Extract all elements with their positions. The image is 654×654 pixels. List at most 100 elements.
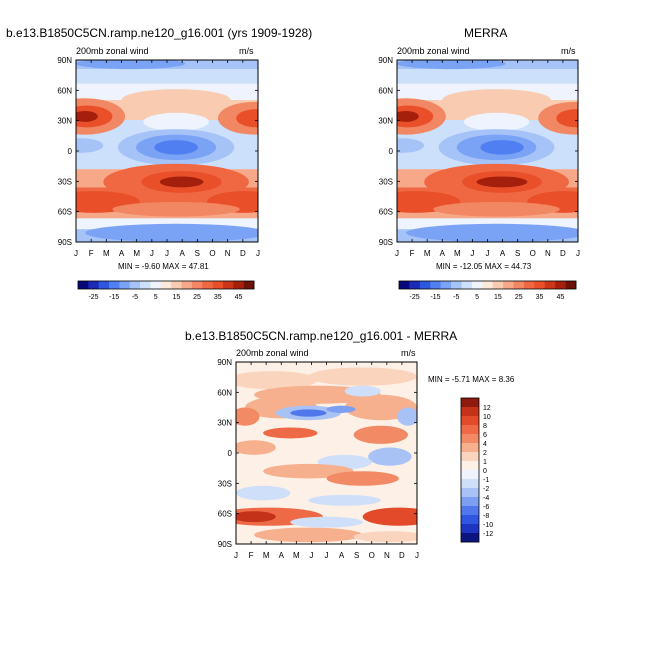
colorbar-label: -25 (88, 294, 98, 301)
x-tick-label: M (454, 249, 461, 258)
x-tick-label: S (515, 249, 520, 258)
colorbar-swatch (461, 281, 473, 289)
colorbar-swatch (513, 281, 525, 289)
colorbar-swatch (471, 281, 483, 289)
x-tick-label: A (339, 551, 345, 560)
colorbar-frame (460, 397, 480, 543)
panel-title-diff: b.e13.B1850C5CN.ramp.ne120_g16.001 - MER… (185, 329, 458, 343)
x-tick-label: D (560, 249, 566, 258)
colorbar-swatch (461, 407, 479, 417)
colorbar-label: -6 (483, 504, 489, 511)
easterlies-jan (76, 138, 104, 153)
x-tick-label: J (576, 249, 580, 258)
colorbar-label: 45 (556, 294, 564, 301)
y-tick-label: 60S (379, 208, 393, 217)
difference-cell (344, 385, 381, 397)
colorbar-swatch (482, 281, 494, 289)
x-tick-label: J (74, 249, 78, 258)
colorbar-label: 5 (154, 294, 158, 301)
variable-label-merra: 200mb zonal wind (397, 46, 470, 56)
minmax-stats-diff: MIN = -5.71 MAX = 8.36 (428, 375, 515, 384)
colorbar-label: 15 (172, 294, 180, 301)
y-tick-label: 60N (57, 86, 72, 95)
colorbar-swatch (544, 281, 556, 289)
y-tick-label: 60N (378, 86, 393, 95)
colorbar-swatch (191, 281, 203, 289)
antarctic-easterlies (406, 223, 578, 242)
colorbar-swatch (399, 281, 410, 289)
y-tick-label: 90S (379, 238, 393, 247)
difference-cell (308, 367, 417, 386)
y-tick-label: 90N (378, 56, 393, 65)
difference-cell (236, 485, 291, 501)
colorbar-label: -15 (109, 294, 119, 301)
y-tick-label: 30N (378, 117, 393, 126)
difference-cell (368, 447, 412, 466)
colorbar-label: 25 (515, 294, 523, 301)
difference-cell (254, 527, 363, 543)
sh-jet-max (476, 176, 528, 188)
colorbar-swatch (461, 506, 479, 516)
difference-cell (362, 507, 417, 526)
x-tick-label: O (209, 249, 215, 258)
y-tick-label: 30S (218, 479, 232, 488)
colorbar-swatch (461, 497, 479, 507)
x-tick-label: F (89, 249, 94, 258)
band-s3 (397, 218, 578, 230)
nh-jet-jan-max (397, 110, 419, 122)
x-tick-label: A (440, 249, 446, 258)
y-tick-label: 0 (389, 147, 394, 156)
tropical-easterlies-max (480, 140, 524, 155)
x-tick-label: A (179, 249, 185, 258)
colorbar-swatch (492, 281, 504, 289)
colorbar-swatch (150, 281, 162, 289)
x-tick-label: O (369, 551, 375, 560)
colorbar-swatch (129, 281, 141, 289)
x-tick-label: J (395, 249, 399, 258)
difference-cell (236, 511, 276, 523)
difference-cell (236, 440, 276, 455)
minmax-stats-merra: MIN = -12.05 MAX = 44.73 (436, 262, 532, 271)
colorbar-swatch (461, 524, 479, 534)
contour-field (397, 60, 578, 242)
band-n (76, 69, 258, 84)
units-label-model: m/s (239, 46, 254, 56)
difference-cell (397, 407, 417, 426)
easterlies-jan (397, 138, 425, 153)
x-tick-label: M (133, 249, 140, 258)
colorbar-swatch (461, 443, 479, 453)
colorbar-swatch (202, 281, 213, 289)
x-tick-label: N (384, 551, 390, 560)
colorbar-swatch (461, 452, 479, 462)
colorbar-swatch (461, 470, 479, 480)
colorbar-swatch (461, 479, 479, 489)
colorbar-swatch (140, 281, 151, 289)
colorbar-swatch (419, 281, 431, 289)
x-tick-label: M (293, 551, 300, 560)
units-label-diff: m/s (401, 348, 416, 358)
contour-field (236, 362, 417, 544)
colorbar-swatch (243, 281, 255, 289)
x-tick-label: J (325, 551, 329, 560)
nh-summer-gap (143, 112, 209, 131)
colorbar-label: -4 (483, 495, 489, 502)
colorbar-swatch (461, 488, 479, 498)
colorbar-swatch (440, 281, 452, 289)
x-tick-label: J (165, 249, 169, 258)
y-tick-label: 0 (68, 147, 73, 156)
colorbar-swatch (430, 281, 441, 289)
colorbar-label: -8 (483, 513, 489, 520)
y-tick-label: 90S (218, 540, 232, 549)
x-tick-label: F (249, 551, 254, 560)
colorbar-label: -10 (483, 522, 493, 529)
x-tick-label: J (415, 551, 419, 560)
x-tick-label: S (354, 551, 359, 560)
colorbar-swatch (461, 416, 479, 426)
colorbar-label: 2 (483, 450, 487, 457)
y-tick-label: 0 (228, 449, 233, 458)
x-tick-label: A (500, 249, 506, 258)
